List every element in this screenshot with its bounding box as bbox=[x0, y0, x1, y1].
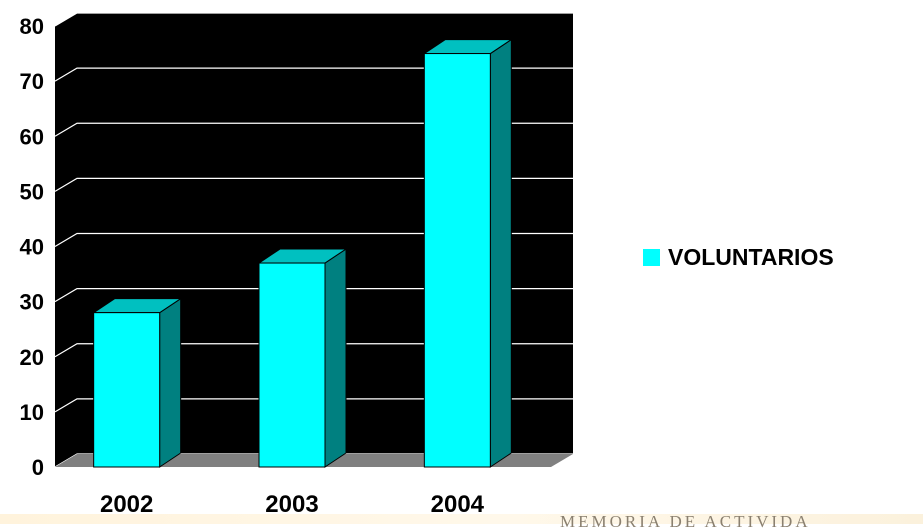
chart-bars bbox=[92, 38, 513, 468]
gridline bbox=[54, 343, 573, 358]
bar-front-face bbox=[423, 53, 491, 468]
legend-label: VOLUNTARIOS bbox=[668, 244, 834, 270]
y-axis-tick-labels: 0 10 20 30 40 50 60 70 80 bbox=[20, 14, 44, 480]
y-tick-label: 30 bbox=[20, 290, 44, 315]
gridline bbox=[54, 12, 573, 27]
chart-legend: VOLUNTARIOS bbox=[643, 244, 834, 270]
gridline bbox=[54, 122, 573, 137]
x-axis-tick-labels: 2002 2003 2004 bbox=[100, 491, 485, 518]
bar-side-face bbox=[324, 248, 347, 468]
bar-2004 bbox=[422, 38, 513, 468]
gridline bbox=[54, 288, 573, 303]
bar-2003 bbox=[257, 248, 348, 468]
bar-front-face bbox=[258, 262, 326, 468]
gridline bbox=[54, 67, 573, 82]
x-tick-label: 2002 bbox=[100, 491, 153, 518]
y-tick-label: 80 bbox=[20, 14, 44, 39]
bar-front-face bbox=[93, 312, 161, 468]
y-tick-label: 70 bbox=[20, 69, 44, 94]
gridline bbox=[54, 232, 573, 248]
y-tick-label: 10 bbox=[20, 400, 44, 425]
y-tick-label: 0 bbox=[32, 455, 44, 480]
y-tick-label: 40 bbox=[20, 235, 44, 260]
bar-side-face bbox=[489, 38, 512, 468]
bar-side-face bbox=[159, 297, 182, 468]
gridline bbox=[54, 398, 573, 413]
y-tick-label: 20 bbox=[20, 345, 44, 370]
y-tick-label: 60 bbox=[20, 124, 44, 149]
footer-strip bbox=[0, 514, 923, 524]
legend-swatch bbox=[643, 249, 660, 266]
gridline bbox=[54, 177, 573, 192]
chart-gridlines bbox=[54, 12, 573, 468]
bar-2002 bbox=[92, 297, 183, 468]
x-tick-label: 2003 bbox=[265, 491, 318, 518]
y-tick-label: 50 bbox=[20, 179, 44, 204]
x-tick-label: 2004 bbox=[431, 491, 485, 518]
